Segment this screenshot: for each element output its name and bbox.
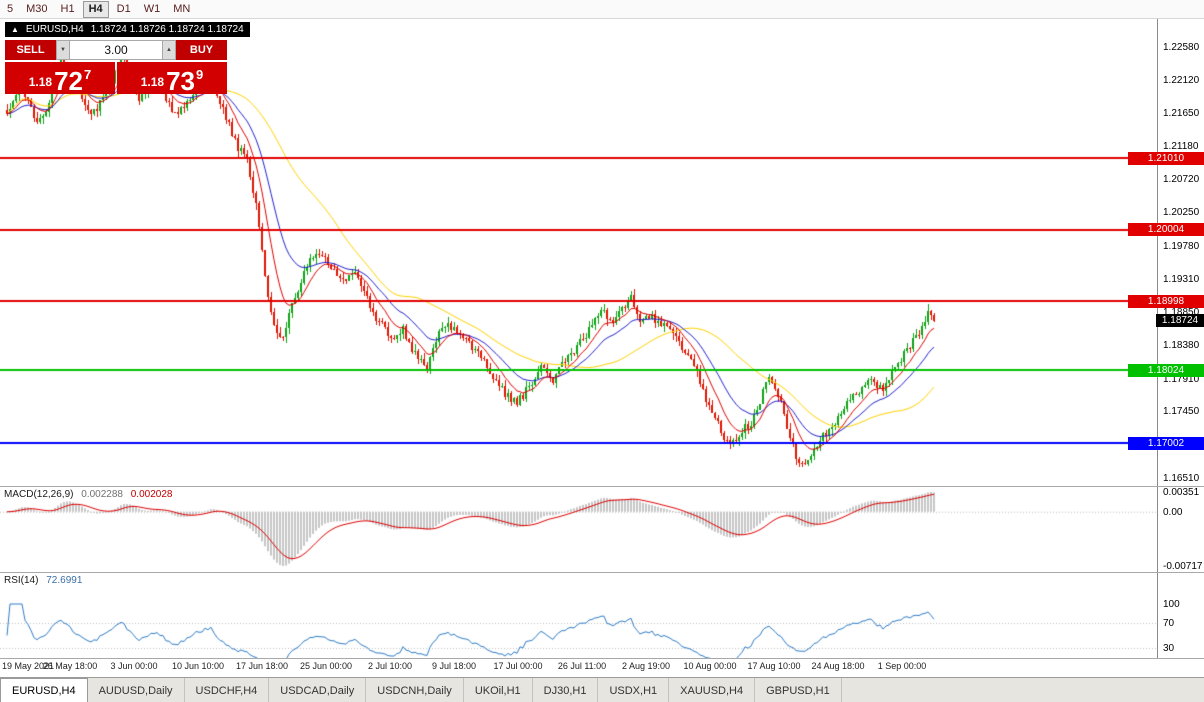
price-scale-tick: 1.22120: [1163, 74, 1200, 86]
volume-increase-button[interactable]: ▲: [162, 40, 176, 60]
price-scale-tick: 1.21180: [1163, 141, 1199, 153]
chart-tab-usdchf-h4[interactable]: USDCHF,H4: [185, 678, 270, 702]
macd-scale-tick: 0.00: [1163, 506, 1183, 518]
rsi-name: RSI(14): [4, 575, 39, 586]
sell-price-prefix: 1.18: [28, 75, 53, 89]
rsi-scale-tick: 30: [1163, 643, 1175, 655]
macd-scale-tick: 0.00351: [1163, 487, 1200, 498]
chart-symbol-label: EURUSD,H4: [25, 24, 84, 35]
time-axis-label: 26 May 18:00: [42, 661, 98, 671]
rsi-value: 72.6991: [46, 575, 83, 586]
price-scale-tick: 1.20250: [1163, 207, 1200, 219]
time-axis-label: 17 Jun 18:00: [235, 661, 289, 671]
buy-price-tile[interactable]: 1.18 73 9: [117, 62, 227, 94]
trade-controls-row: SELL ▼ 3.00 ▲ BUY: [5, 40, 227, 60]
price-line-label[interactable]: 1.21010: [1128, 151, 1204, 165]
chart-tab-dj30-h1[interactable]: DJ30,H1: [533, 678, 599, 702]
sell-price-tile[interactable]: 1.18 72 7: [5, 62, 115, 94]
chart-tab-eurusd-h4[interactable]: EURUSD,H4: [0, 678, 88, 702]
price-line-label[interactable]: 1.18024: [1128, 363, 1204, 377]
chart-tab-usdcad-daily[interactable]: USDCAD,Daily: [269, 678, 367, 702]
timeframe-button-h1[interactable]: H1: [60, 2, 75, 15]
timeframe-button-d1[interactable]: D1: [116, 2, 131, 15]
volume-input[interactable]: 3.00: [70, 40, 162, 60]
time-axis-label: 17 Aug 10:00: [747, 661, 801, 671]
time-axis-label: 10 Aug 00:00: [683, 661, 737, 671]
price-line-label[interactable]: 1.18998: [1128, 294, 1204, 308]
macd-label: MACD(12,26,9) 0.002288 0.002028: [4, 489, 172, 500]
chart-ohlc-values: 1.18724 1.18726 1.18724 1.18724: [90, 24, 244, 35]
buy-price-big-digits: 73: [166, 66, 196, 96]
price-scale-tick: 1.22580: [1163, 42, 1200, 53]
volume-decrease-button[interactable]: ▼: [56, 40, 70, 60]
time-axis-label: 9 Jul 18:00: [431, 661, 477, 671]
chart-tab-xauusd-h4[interactable]: XAUUSD,H4: [669, 678, 756, 702]
timeframe-button-w1[interactable]: W1: [143, 2, 161, 15]
price-scale-tick: 1.16510: [1163, 473, 1200, 484]
macd-name: MACD(12,26,9): [4, 489, 74, 500]
price-scale-tick: 1.18380: [1163, 340, 1200, 352]
current-price-label: 1.18724: [1156, 314, 1204, 328]
price-scale-tick: 1.21650: [1163, 108, 1200, 120]
price-line-label[interactable]: 1.20004: [1128, 223, 1204, 237]
timeframe-toolbar: 5 M30 H1 H4 D1 W1 MN: [0, 0, 1204, 19]
chart-tab-usdcnh-daily[interactable]: USDCNH,Daily: [366, 678, 464, 702]
time-axis-label: 19 May 2021: [2, 661, 55, 671]
rsi-indicator-canvas[interactable]: [0, 573, 1158, 658]
time-axis-label: 17 Jul 00:00: [493, 661, 543, 671]
price-scale-tick: 1.17910: [1163, 373, 1200, 385]
price-chart-canvas[interactable]: [0, 18, 1158, 486]
time-axis-label: 1 Sep 00:00: [877, 661, 927, 671]
buy-button[interactable]: BUY: [176, 40, 227, 60]
collapse-trade-panel-icon[interactable]: ▲: [11, 25, 19, 34]
chart-tab-usdx-h1[interactable]: USDX,H1: [598, 678, 670, 702]
macd-signal-value: 0.002028: [130, 489, 173, 500]
time-axis-label: 24 Aug 18:00: [811, 661, 865, 671]
buy-price-prefix: 1.18: [140, 75, 165, 89]
chart-tab-ukoil-h1[interactable]: UKOil,H1: [464, 678, 533, 702]
rsi-timeaxis-separator: [0, 658, 1204, 659]
price-scale-tick: 1.17450: [1163, 406, 1200, 418]
macd-rsi-separator[interactable]: [0, 572, 1204, 573]
time-axis-label: 25 Jun 00:00: [299, 661, 353, 671]
price-scale-tick: 1.20720: [1163, 174, 1200, 186]
chart-tab-gbpusd-h1[interactable]: GBPUSD,H1: [755, 678, 842, 702]
time-axis-label: 2 Aug 19:00: [621, 661, 671, 671]
sell-price-pipette: 7: [84, 67, 92, 82]
main-macd-separator[interactable]: [0, 486, 1204, 487]
one-click-trading-panel: SELL ▼ 3.00 ▲ BUY 1.18 72 7 1.18 73 9: [5, 40, 227, 94]
trade-price-tiles: 1.18 72 7 1.18 73 9: [5, 62, 227, 94]
rsi-scale-tick: 70: [1163, 617, 1175, 629]
price-scale-tick: 1.19310: [1163, 274, 1200, 286]
time-axis-label: 26 Jul 11:00: [557, 661, 607, 671]
macd-main-value: 0.002288: [81, 489, 123, 500]
sell-price-big-digits: 72: [54, 66, 84, 96]
time-axis-label: 10 Jun 10:00: [171, 661, 225, 671]
timeframe-button-mn[interactable]: MN: [173, 2, 191, 15]
macd-scale-tick: -0.00717: [1163, 561, 1203, 572]
sell-button[interactable]: SELL: [5, 40, 56, 60]
price-axis-line: [1157, 18, 1158, 658]
time-axis-label: 3 Jun 00:00: [110, 661, 158, 671]
macd-indicator-canvas[interactable]: [0, 487, 1158, 572]
price-scale-tick: 1.18850: [1163, 306, 1200, 318]
rsi-scale-tick: 100: [1163, 599, 1180, 610]
price-line-label[interactable]: 1.17002: [1128, 436, 1204, 450]
time-axis-label: 2 Jul 10:00: [367, 661, 413, 671]
timeframe-button-m30[interactable]: M30: [26, 2, 48, 15]
chart-symbol-header: ▲ EURUSD,H4 1.18724 1.18726 1.18724 1.18…: [5, 22, 250, 37]
buy-price-pipette: 9: [196, 67, 204, 82]
timeframe-button-h4[interactable]: H4: [82, 0, 109, 18]
price-scale-tick: 1.19780: [1163, 240, 1200, 252]
rsi-label: RSI(14) 72.6991: [4, 575, 82, 586]
timeframe-button-5[interactable]: 5: [7, 2, 14, 15]
chart-tab-bar: EURUSD,H4 AUDUSD,Daily USDCHF,H4 USDCAD,Dai…: [0, 677, 1204, 702]
chart-tab-audusd-daily[interactable]: AUDUSD,Daily: [88, 678, 185, 702]
